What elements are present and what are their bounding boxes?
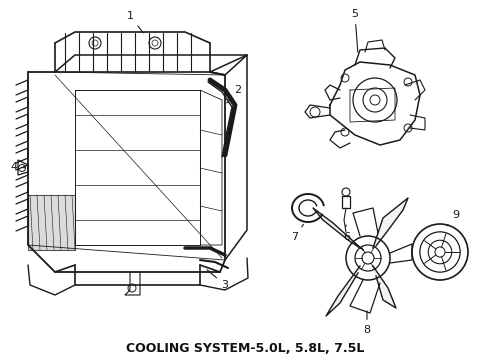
Text: 5: 5 [351, 9, 359, 52]
Text: 9: 9 [447, 210, 460, 226]
Text: 2: 2 [227, 85, 242, 103]
Polygon shape [326, 266, 360, 316]
Polygon shape [313, 208, 363, 250]
Text: 7: 7 [292, 224, 303, 242]
Text: 8: 8 [364, 311, 370, 335]
Text: COOLING SYSTEM-5.0L, 5.8L, 7.5L: COOLING SYSTEM-5.0L, 5.8L, 7.5L [126, 342, 364, 355]
Text: 1: 1 [126, 11, 143, 33]
Polygon shape [373, 266, 396, 308]
Polygon shape [28, 195, 75, 250]
Polygon shape [373, 198, 408, 248]
Text: 3: 3 [207, 270, 228, 290]
Text: 6: 6 [343, 225, 350, 242]
Text: 4: 4 [10, 162, 25, 172]
